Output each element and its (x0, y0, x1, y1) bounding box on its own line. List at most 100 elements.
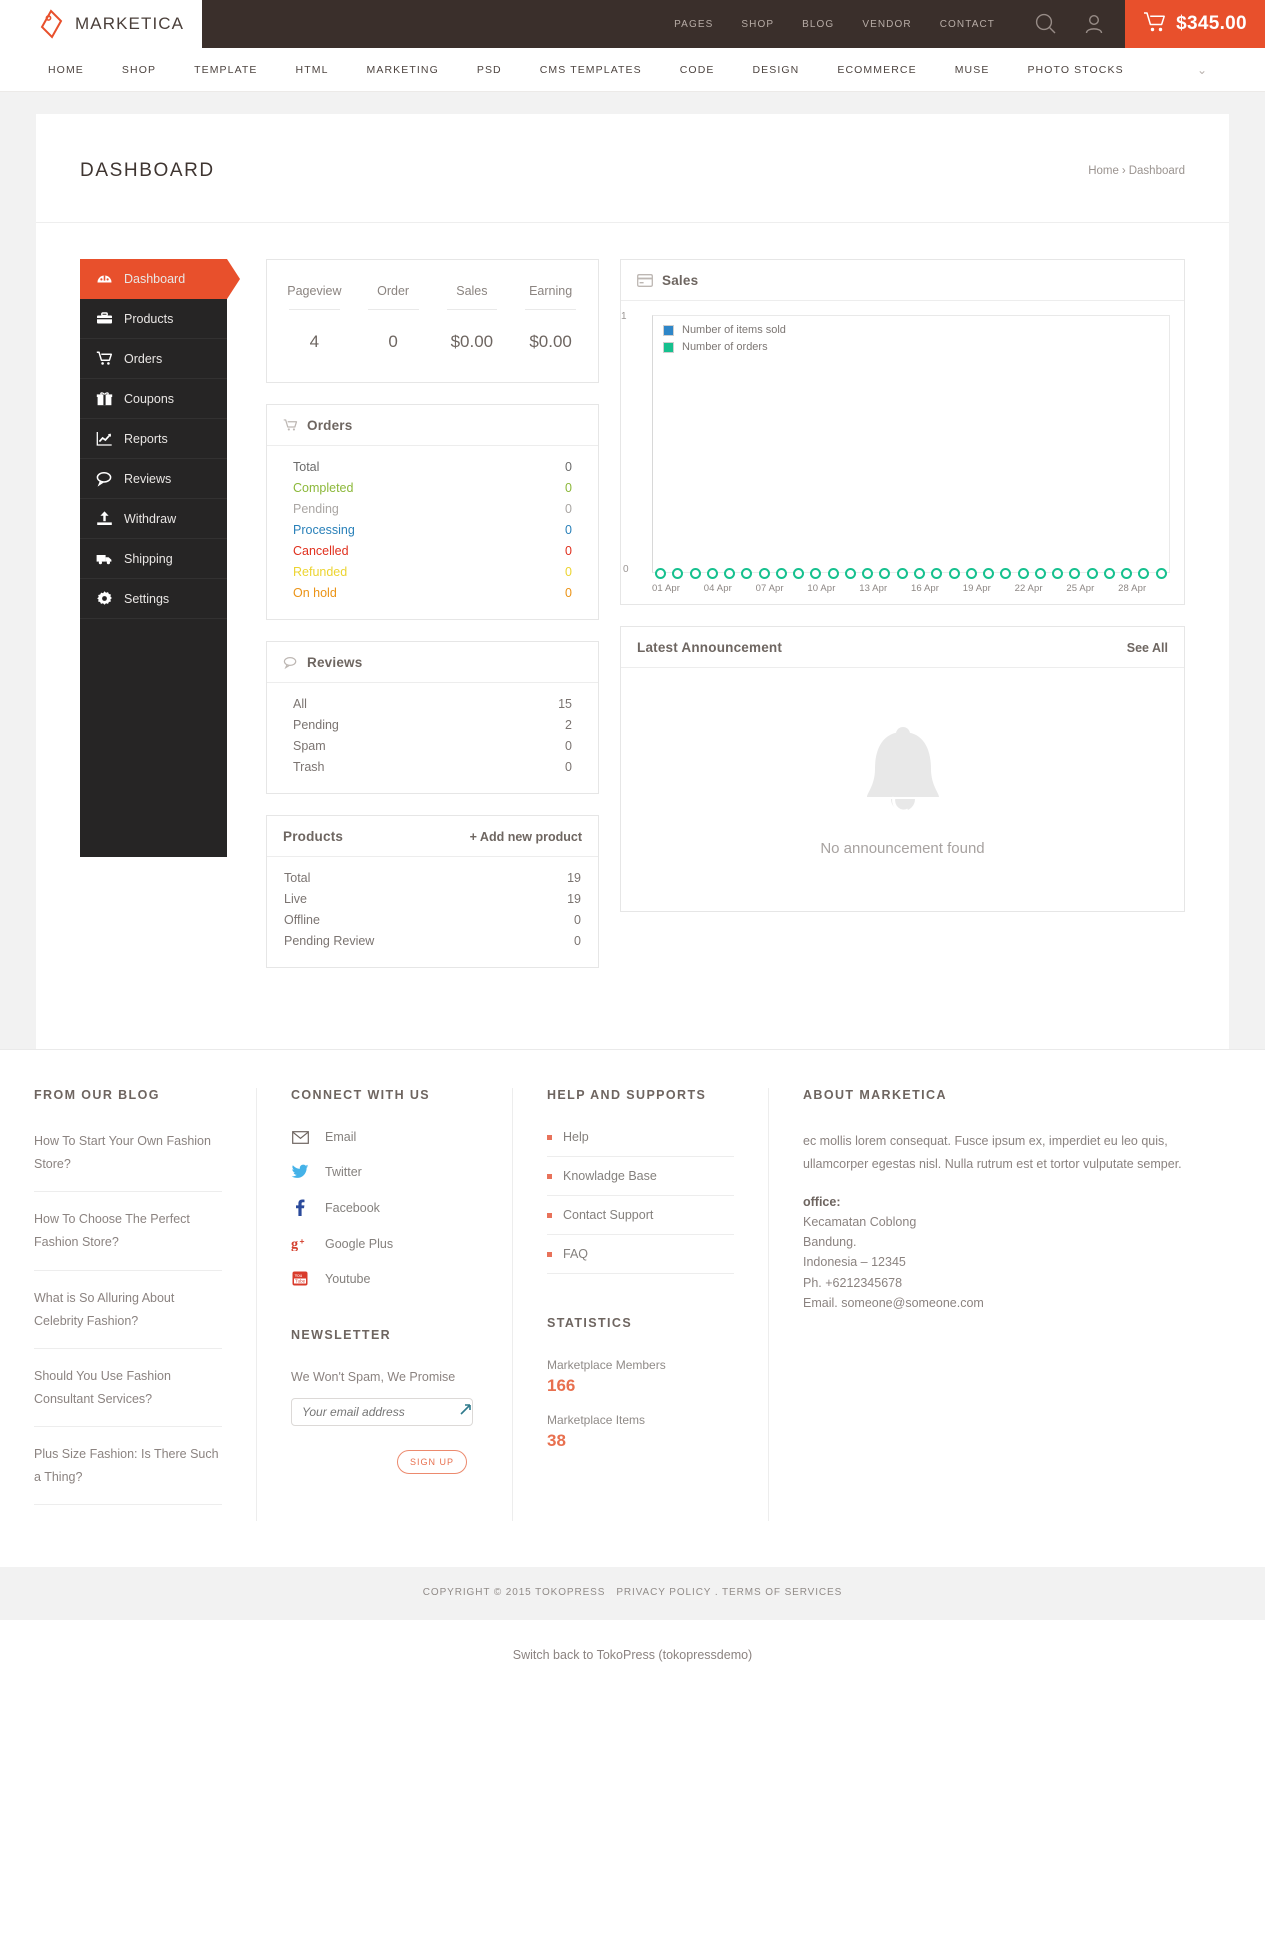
reviews-row-trash: Trash 0 (293, 756, 572, 777)
nav-item-template[interactable]: TEMPLATE (194, 63, 258, 76)
legal-links[interactable]: PRIVACY POLICY . TERMS OF SERVICES (616, 1587, 843, 1599)
social-label-twitter: Twitter (325, 1164, 362, 1179)
chart-point (862, 568, 874, 579)
products-label-pending-review: Pending Review (284, 933, 375, 948)
stat-value-order: 0 (388, 332, 398, 351)
social-link-twitter[interactable]: Twitter (291, 1164, 478, 1179)
footer-blog-item[interactable]: Plus Size Fashion: Is There Such a Thing… (34, 1443, 222, 1506)
sidebar-item-coupons[interactable]: Coupons (80, 379, 227, 419)
sidebar-item-dashboard[interactable]: Dashboard (80, 259, 240, 299)
breadcrumb-separator: › (1121, 165, 1126, 177)
sidebar-item-withdraw[interactable]: Withdraw (80, 499, 227, 539)
send-arrow-icon[interactable] (459, 1403, 472, 1421)
products-panel-title: Products (283, 829, 344, 844)
sidebar-item-orders[interactable]: Orders (80, 339, 227, 379)
about-office-block: office: Kecamatan Coblong Bandung. Indon… (803, 1192, 1231, 1314)
page-card: DASHBOARD Home › Dashboard Dashboard (36, 114, 1229, 1049)
social-link-google-plus[interactable]: g + Google Plus (291, 1236, 478, 1251)
sidebar-item-reviews[interactable]: Reviews (80, 459, 227, 499)
help-link-contact-support[interactable]: Contact Support (547, 1208, 734, 1235)
orders-value-total: 0 (565, 459, 572, 474)
orders-value-completed: 0 (565, 480, 572, 495)
help-label-knowledge-base: Knowladge Base (563, 1169, 657, 1183)
nav-item-psd[interactable]: PSD (476, 63, 502, 76)
brand-logo[interactable]: MARKETICA (0, 0, 202, 48)
nav-item-shop[interactable]: SHOP (121, 63, 157, 76)
about-office-line: Kecamatan Coblong (803, 1214, 917, 1229)
breadcrumb-home[interactable]: Home (1088, 165, 1119, 177)
reviews-label-all: All (293, 696, 307, 711)
sidebar-label-settings: Settings (124, 591, 170, 606)
help-link-knowledge-base[interactable]: Knowladge Base (547, 1169, 734, 1196)
add-new-product-link[interactable]: + Add new product (469, 829, 582, 844)
sidebar-item-products[interactable]: Products (80, 299, 227, 339)
stat-sales: Sales $0.00 (433, 284, 512, 352)
about-office-line: Ph. +6212345678 (803, 1275, 903, 1290)
nav-item-home[interactable]: HOME (48, 63, 84, 76)
orders-row-onhold: On hold 0 (293, 582, 572, 603)
credit-card-icon (637, 274, 653, 287)
see-all-link[interactable]: See All (1126, 640, 1168, 655)
x-axis-tick-label: 19 Apr (962, 583, 991, 594)
page-title: DASHBOARD (80, 160, 215, 181)
sidebar-item-settings[interactable]: Settings (80, 579, 227, 619)
search-icon[interactable] (1033, 11, 1059, 37)
orders-label-total: Total (293, 459, 320, 474)
nav-item-ecommerce[interactable]: ECOMMERCE (837, 63, 917, 76)
chart-point (655, 568, 666, 579)
cart-icon (96, 350, 113, 367)
bullet-square-icon (547, 1212, 552, 1218)
stat-pageview: Pageview 4 (275, 284, 354, 352)
orders-row-pending: Pending 0 (293, 498, 572, 519)
svg-text:+: + (300, 1236, 305, 1246)
x-axis-tick-label: 10 Apr (807, 583, 836, 594)
social-link-facebook[interactable]: Facebook (291, 1199, 478, 1216)
newsletter-email-input[interactable] (302, 1405, 459, 1419)
chevron-down-icon[interactable]: ⌄ (1196, 62, 1207, 77)
chart-point (1000, 568, 1012, 579)
footer-blog-item[interactable]: Should You Use Fashion Consultant Servic… (34, 1365, 222, 1427)
help-link-faq[interactable]: FAQ (547, 1247, 734, 1274)
social-link-youtube[interactable]: You Tube Youtube (291, 1271, 478, 1286)
top-nav-item-shop[interactable]: SHOP (741, 18, 775, 30)
top-nav-item-vendor[interactable]: VENDOR (862, 18, 912, 30)
switch-back-link[interactable]: Switch back to TokoPress (tokopressdemo) (512, 1648, 753, 1663)
orders-row-cancelled: Cancelled 0 (293, 540, 572, 561)
help-label-contact-support: Contact Support (563, 1208, 654, 1222)
nav-item-cms-templates[interactable]: CMS TEMPLATES (539, 63, 642, 76)
orders-label-completed: Completed (293, 480, 354, 495)
chart-point (1103, 568, 1115, 579)
orders-row-completed: Completed 0 (293, 477, 572, 498)
top-nav-item-contact[interactable]: CONTACT (939, 18, 995, 30)
x-axis-tick-label: 16 Apr (910, 583, 940, 594)
youtube-icon: You Tube (291, 1271, 309, 1286)
sidebar-item-shipping[interactable]: Shipping (80, 539, 227, 579)
user-account-icon[interactable] (1081, 11, 1107, 37)
orders-value-onhold: 0 (565, 585, 572, 600)
footer-blog-item[interactable]: How To Start Your Own Fashion Store? (34, 1130, 222, 1193)
nav-item-muse[interactable]: MUSE (954, 63, 990, 76)
bell-icon (855, 723, 951, 826)
social-link-email[interactable]: Email (291, 1130, 478, 1144)
top-nav-item-blog[interactable]: BLOG (802, 18, 835, 30)
reviews-value-spam: 0 (565, 738, 572, 753)
page-background: DASHBOARD Home › Dashboard Dashboard (0, 92, 1265, 1049)
footer-blog-item[interactable]: How To Choose The Perfect Fashion Store? (34, 1208, 222, 1271)
nav-item-photo-stocks[interactable]: PHOTO STOCKS (1027, 63, 1124, 76)
footer-statistics-heading: STATISTICS (547, 1316, 633, 1330)
cart-button[interactable]: $345.00 (1125, 0, 1265, 48)
nav-item-marketing[interactable]: MARKETING (366, 63, 439, 76)
cart-total: $345.00 (1176, 13, 1247, 34)
top-nav-item-pages[interactable]: PAGES (674, 18, 714, 30)
nav-item-design[interactable]: DESIGN (752, 63, 800, 76)
sidebar-label-orders: Orders (124, 351, 163, 366)
newsletter-signup-button[interactable]: SIGN UP (397, 1450, 467, 1474)
help-link-help[interactable]: Help (547, 1130, 734, 1157)
orders-value-cancelled: 0 (565, 543, 572, 558)
sidebar-item-reports[interactable]: Reports (80, 419, 227, 459)
newsletter-input-wrap[interactable] (291, 1398, 473, 1426)
chart-point (983, 568, 995, 579)
footer-blog-item[interactable]: What is So Alluring About Celebrity Fash… (34, 1287, 222, 1349)
nav-item-html[interactable]: HTML (295, 63, 329, 76)
nav-item-code[interactable]: CODE (679, 63, 715, 76)
